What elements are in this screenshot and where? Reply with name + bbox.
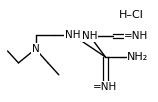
Text: N: N [32,44,39,54]
Text: NH: NH [65,30,81,40]
Text: H–Cl: H–Cl [119,10,144,20]
Text: =NH: =NH [124,31,149,41]
Text: =NH: =NH [93,82,118,92]
Text: NH: NH [82,31,98,41]
Text: NH₂: NH₂ [127,52,149,62]
